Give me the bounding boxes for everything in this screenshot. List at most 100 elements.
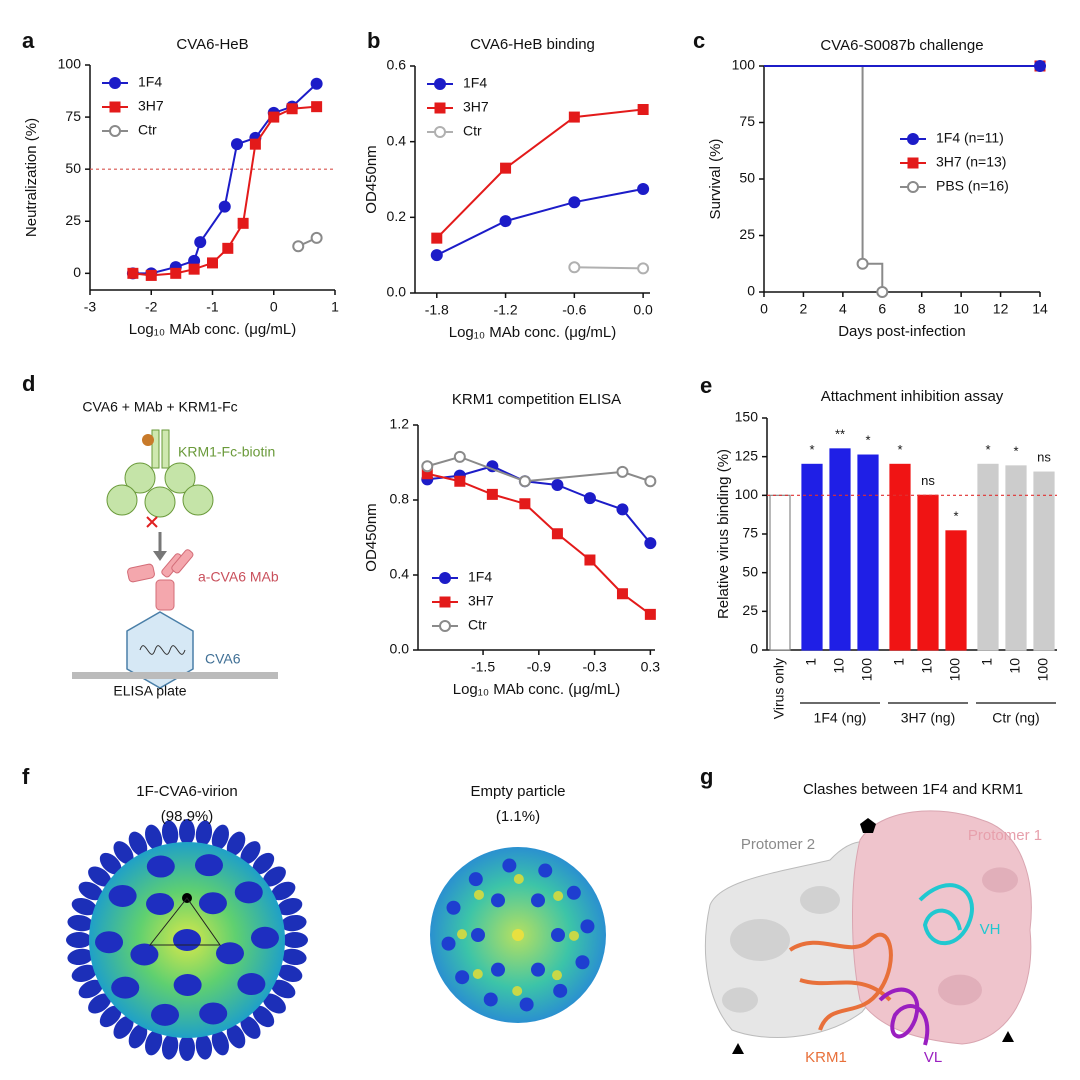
density-blob [111,976,140,999]
density-spike [145,1030,163,1056]
data-point [616,503,629,516]
receptor-label: KRM1-Fc-biotin [178,444,275,460]
x-tick-label: -1.8 [425,302,449,318]
biotin [142,434,154,446]
density-spike [161,820,179,847]
legend-label: 1F4 [463,75,487,91]
bar [917,494,939,651]
data-point [644,537,657,550]
legend-label: PBS (n=16) [936,178,1009,194]
density-blob [130,943,159,966]
receptor-domain [124,462,156,494]
significance-label: * [897,442,902,457]
x-tick-label: 8 [918,301,926,317]
chain-label: VL [924,1049,942,1066]
density-spike [67,914,94,932]
bar [889,463,911,651]
y-tick-label: 75 [65,108,81,124]
significance-label: * [985,442,990,457]
category-label: 1 [803,658,819,666]
density-spike [113,1015,134,1039]
protomer-label: Protomer 2 [741,836,815,853]
chart-title: KRM1 competition ELISA [452,391,621,408]
series-line [436,187,644,257]
block-mark [146,516,158,528]
data-point [222,242,234,254]
fc-stalk [161,429,170,469]
data-point [170,267,182,279]
panel-letter: f [22,764,30,789]
panel-letter: d [22,371,35,396]
density-spot [519,997,534,1012]
density-blob [108,884,137,907]
category-label: 100 [859,658,875,682]
data-point [644,475,657,488]
data-point [584,554,596,566]
data-point [644,608,656,620]
density-spot [502,858,517,873]
decorations [66,429,1032,1061]
protomer-surface [852,810,1032,1045]
bar [857,454,879,651]
density-spot [455,970,470,985]
arrow-head [153,551,167,561]
y-tick-label: 50 [65,160,81,176]
x-tick-label: -0.3 [583,659,607,675]
y-axis-label: Relative virus binding (%) [715,449,732,619]
legend-marker [109,101,121,113]
panel-letter: e [700,373,712,398]
legend-label: 3H7 (n=13) [936,154,1006,170]
virus-genome [139,645,186,655]
density-spike [78,881,103,901]
significance-label: ns [921,473,935,488]
bar [769,494,791,651]
y-tick-label: 50 [742,563,758,579]
y-axis-label: Neutralization (%) [23,118,40,237]
density-blob [234,881,263,904]
legend-marker [109,125,121,137]
legend-label: 3H7 [463,99,489,115]
density-spike [262,866,286,887]
structure-title: Clashes between 1F4 and KRM1 [803,781,1023,798]
data-point [637,262,650,275]
legend-marker [439,596,451,608]
y-tick-label: 0 [73,264,81,280]
density-spike [145,824,163,850]
y-tick-label: 100 [732,57,756,73]
chart-title: CVA6-S0087b challenge [820,37,983,54]
density-spike [277,898,303,916]
diagram-title: CVA6 + MAb + KRM1-Fc [82,399,237,415]
density-blob [198,892,227,915]
data-point [1034,60,1046,72]
density-spot [580,919,595,934]
data-point [311,101,323,113]
threefold-marker [1002,1031,1014,1042]
y-tick-label: 0.2 [387,208,407,224]
virus-label: CVA6 [205,651,241,667]
data-point [431,232,443,244]
category-label: 100 [1035,658,1051,682]
density-spot [513,874,524,885]
virus-hexagon [126,611,194,689]
y-tick-label: 0.4 [387,132,407,148]
category-label: 10 [831,658,847,674]
data-point [231,138,243,151]
chain-label: VH [980,921,1001,938]
x-tick-label: 2 [800,301,808,317]
legend-label: 3H7 [468,593,494,609]
density-blob [250,926,279,949]
data-point [218,200,231,213]
y-tick-label: 25 [65,212,81,228]
data-point [637,182,650,195]
x-tick-label: -1 [206,299,219,315]
receptor-domain [182,484,214,516]
panel-letter: a [22,28,35,53]
data-point [194,236,207,249]
y-tick-label: 50 [739,170,755,186]
data-point [568,196,581,209]
density-spike [67,948,94,966]
data-point [421,460,434,473]
significance-label: * [953,508,958,523]
data-point [616,465,629,478]
significance-label: ** [835,426,845,441]
